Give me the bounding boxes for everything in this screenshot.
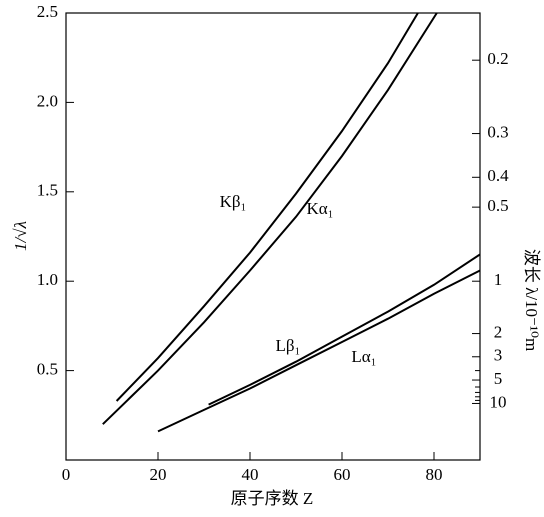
- series-line: [157, 269, 481, 433]
- series-line: [102, 12, 438, 425]
- y2-tick-label: 10: [490, 392, 507, 411]
- y2-axis-label: 波长 λ/10⁻¹⁰m: [522, 249, 541, 351]
- y-tick-label: 0.5: [37, 360, 58, 379]
- x-tick-label: 20: [150, 465, 167, 484]
- x-axis-label: 原子序数 Z: [231, 489, 314, 508]
- x-tick-label: 0: [62, 465, 71, 484]
- x-tick-label: 60: [334, 465, 351, 484]
- y2-tick-label: 0.4: [487, 166, 509, 185]
- y-axis-label: 1/√λ: [11, 221, 30, 251]
- series-label: Kα₁: [306, 199, 333, 218]
- series-line: [208, 253, 481, 406]
- y-tick-label: 1.5: [37, 181, 58, 200]
- y2-tick-label: 0.2: [487, 49, 508, 68]
- plot-frame: [65, 12, 481, 461]
- series-label: Lβ₁: [276, 336, 301, 355]
- y2-tick-label: 3: [494, 346, 503, 365]
- x-tick-label: 80: [426, 465, 443, 484]
- y-tick-label: 2.0: [37, 91, 58, 110]
- y-tick-label: 2.5: [37, 2, 58, 21]
- y2-tick-label: 1: [494, 270, 503, 289]
- x-tick-label: 40: [242, 465, 259, 484]
- y2-tick-label: 2: [494, 322, 503, 341]
- y2-tick-label: 5: [494, 369, 503, 388]
- series-line: [115, 12, 419, 402]
- series-label: Lα₁: [351, 347, 376, 366]
- y-tick-label: 1.0: [37, 270, 58, 289]
- y2-tick-label: 0.3: [487, 122, 508, 141]
- series-label: Kβ₁: [220, 192, 247, 211]
- y2-tick-label: 0.5: [487, 196, 508, 215]
